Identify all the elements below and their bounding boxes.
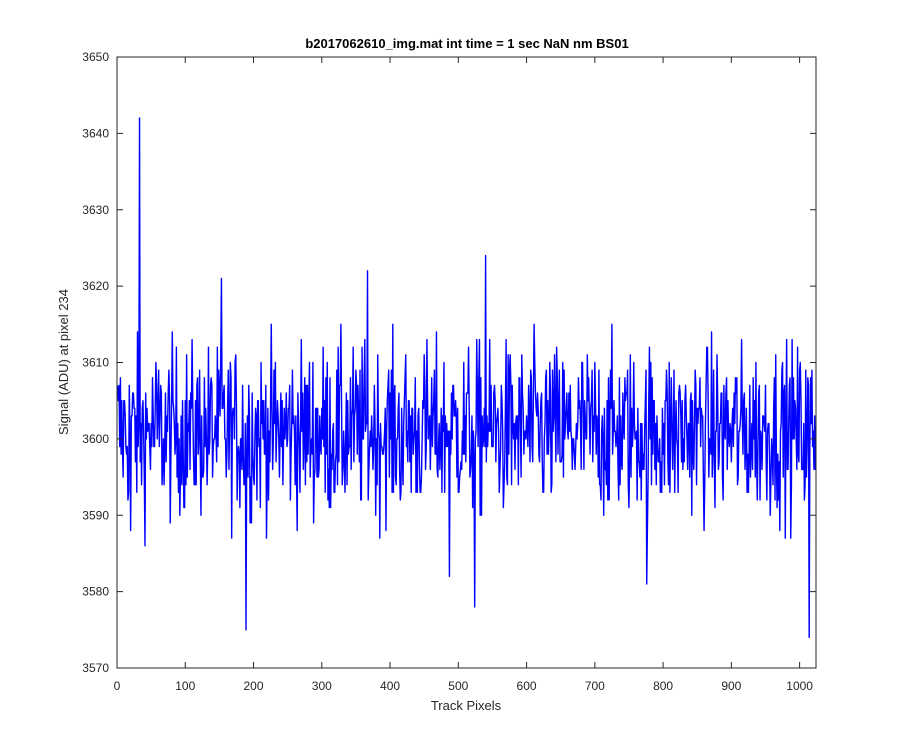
x-tick-label: 300	[312, 679, 332, 693]
y-tick-label: 3590	[82, 508, 109, 522]
series-line	[116, 117, 817, 639]
x-tick-label: 700	[585, 679, 605, 693]
x-tick-label: 800	[653, 679, 673, 693]
x-tick-label: 200	[244, 679, 264, 693]
y-tick-label: 3570	[82, 661, 109, 675]
x-tick-label: 400	[380, 679, 400, 693]
x-tick-label: 0	[114, 679, 121, 693]
y-tick-label: 3640	[82, 126, 109, 140]
x-tick-label: 1000	[786, 679, 813, 693]
plot-area	[117, 57, 816, 668]
x-tick-label: 500	[448, 679, 468, 693]
y-tick-label: 3650	[82, 50, 109, 64]
y-tick-label: 3620	[82, 279, 109, 293]
x-tick-label: 600	[517, 679, 537, 693]
y-tick-label: 3580	[82, 585, 109, 599]
y-tick-label: 3600	[82, 432, 109, 446]
ticks-layer: 0 100 200 300 400 500 600 700 800 900 1000 3570 3580…	[82, 50, 816, 693]
x-tick-label: 100	[175, 679, 195, 693]
x-axis-label: Track Pixels	[431, 698, 502, 713]
y-tick-label: 3630	[82, 203, 109, 217]
series-layer	[116, 117, 817, 639]
x-tick-label: 900	[721, 679, 741, 693]
chart-title: b2017062610_img.mat int time = 1 sec NaN…	[305, 36, 628, 51]
y-tick-label: 3610	[82, 356, 109, 370]
y-axis-label: Signal (ADU) at pixel 234	[56, 289, 71, 435]
